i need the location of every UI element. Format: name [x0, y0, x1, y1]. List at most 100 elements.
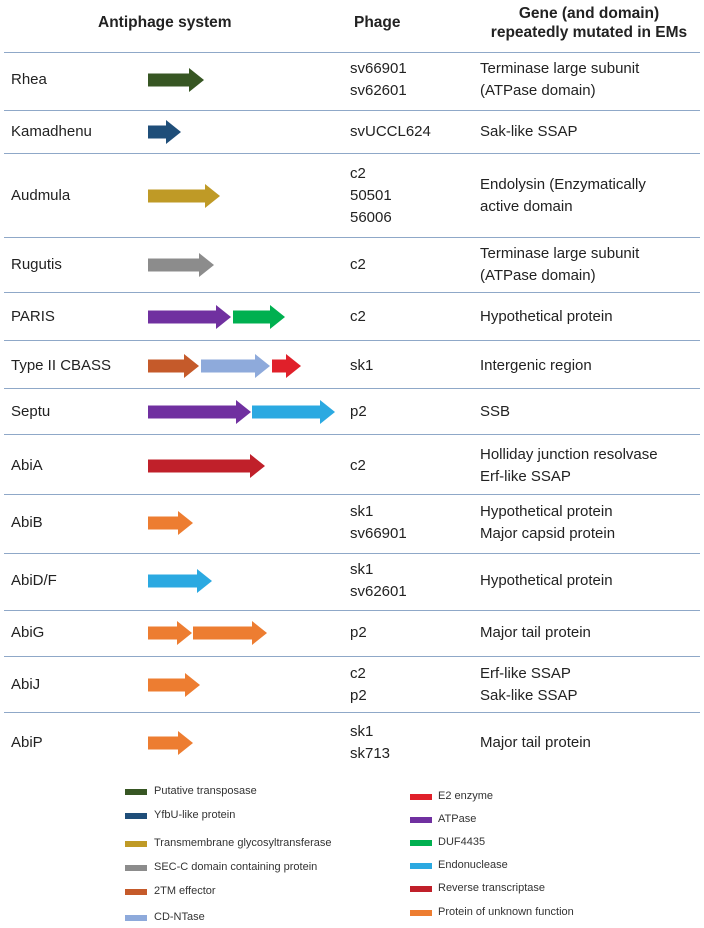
- phage-name: p2: [350, 403, 367, 420]
- system-name: Rugutis: [11, 256, 62, 273]
- system-name: Kamadhenu: [11, 123, 92, 140]
- gene-text: Major tail protein: [480, 624, 591, 641]
- yfbu-arrow: [148, 120, 181, 144]
- phage-name: sk1: [350, 357, 374, 374]
- phage-cell: sk1 sv66901: [350, 501, 407, 545]
- gene-text: Terminase large subunit: [480, 245, 640, 262]
- system-name: AbiA: [11, 457, 43, 474]
- legend-label: 2TM effector: [154, 885, 216, 897]
- phage-cell: c2 50501 56006: [350, 163, 392, 229]
- gene-cell: Major tail protein: [480, 732, 591, 754]
- phage-name: sv66901: [350, 60, 407, 77]
- phage-name: sv62601: [350, 82, 407, 99]
- gene-text: Intergenic region: [480, 357, 592, 374]
- row-divider: [4, 388, 700, 389]
- phage-cell: c2: [350, 254, 366, 276]
- row-divider: [4, 292, 700, 293]
- gene-text: Hypothetical protein: [480, 308, 613, 325]
- rt-arrow: [148, 454, 265, 478]
- atpase-arrow: [148, 400, 251, 424]
- phage-cell: sk1 sk713: [350, 721, 390, 765]
- row-divider: [4, 494, 700, 495]
- secc-arrow: [148, 253, 214, 277]
- header-phage: Phage: [354, 14, 401, 31]
- phage-cell: sv66901 sv62601: [350, 58, 407, 102]
- gene-text: Holliday junction resolvase: [480, 446, 658, 463]
- phage-name: 56006: [350, 209, 392, 226]
- gene-cell: Terminase large subunit (ATPase domain): [480, 243, 639, 287]
- duf4435-arrow: [233, 305, 285, 329]
- gene-cell: Hypothetical protein: [480, 306, 613, 328]
- unknown-arrow: [148, 673, 200, 697]
- system-name: Septu: [11, 403, 51, 420]
- tm-glyco-arrow: [148, 184, 220, 208]
- gene-text: Hypothetical protein: [480, 572, 613, 589]
- row-divider: [4, 52, 700, 53]
- system-name: Rhea: [11, 71, 47, 88]
- endonuclease-arrow: [252, 400, 335, 424]
- row-divider: [4, 656, 700, 657]
- row-divider: [4, 553, 700, 554]
- atpase-swatch: [410, 817, 432, 823]
- e2-swatch: [410, 794, 432, 800]
- phage-cell: c2: [350, 306, 366, 328]
- gene-text: Major capsid protein: [480, 525, 616, 542]
- legend-label: Reverse transcriptase: [438, 882, 545, 894]
- phage-name: c2: [350, 256, 366, 273]
- legend-label: Putative transposase: [154, 785, 257, 797]
- tm-glyco-swatch: [125, 841, 147, 847]
- unknown-arrow: [148, 511, 193, 535]
- atpase-arrow: [148, 305, 231, 329]
- phage-name: c2: [350, 665, 366, 682]
- duf4435-swatch: [410, 840, 432, 846]
- phage-cell: c2 p2: [350, 663, 367, 707]
- system-name: Audmula: [11, 187, 71, 204]
- gene-text: SSB: [480, 403, 511, 420]
- gene-arrows: [148, 68, 335, 755]
- gene-cell: Hypothetical protein Major capsid protein: [480, 501, 615, 545]
- row-divider: [4, 237, 700, 238]
- phage-cell: sk1 sv62601: [350, 559, 407, 603]
- system-name: AbiP: [11, 734, 43, 751]
- legend-label: DUF4435: [438, 836, 486, 848]
- cd-ntase-arrow: [201, 354, 270, 378]
- gene-text: Erf-like SSAP: [480, 468, 571, 485]
- legend-label: Protein of unknown function: [438, 906, 574, 918]
- system-name: Type II CBASS: [11, 357, 112, 374]
- phage-name: sv62601: [350, 583, 407, 600]
- row-divider: [4, 712, 700, 713]
- unknown-swatch: [410, 910, 432, 916]
- gene-cell: Intergenic region: [480, 355, 592, 377]
- gene-cell: Endolysin (Enzymatically active domain: [480, 174, 646, 218]
- phage-name: sk1: [350, 503, 374, 520]
- phage-name: sk1: [350, 561, 374, 578]
- row-divider: [4, 340, 700, 341]
- gene-cell: Holliday junction resolvase Erf-like SSAP: [480, 444, 658, 488]
- putative-transposase-swatch: [125, 789, 147, 795]
- putative-transposase-arrow: [148, 68, 204, 92]
- gene-cell: SSB: [480, 401, 510, 423]
- gene-text: active domain: [480, 198, 573, 215]
- legend-label: YfbU-like protein: [154, 809, 236, 821]
- legend-label: Transmembrane glycosyltransferase: [154, 837, 332, 849]
- phage-name: sv66901: [350, 525, 407, 542]
- gene-cell: Sak-like SSAP: [480, 121, 578, 143]
- cd-ntase-swatch: [125, 915, 147, 921]
- phage-name: p2: [350, 624, 367, 641]
- legend-label: Endonuclease: [438, 859, 508, 871]
- phage-cell: p2: [350, 622, 367, 644]
- gene-cell: Erf-like SSAP Sak-like SSAP: [480, 663, 578, 707]
- rt-swatch: [410, 886, 432, 892]
- row-divider: [4, 610, 700, 611]
- gene-text: Endolysin (Enzymatically: [480, 176, 646, 193]
- phage-cell: c2: [350, 455, 366, 477]
- gene-text: Sak-like SSAP: [480, 687, 578, 704]
- phage-name: svUCCL624: [350, 123, 431, 140]
- row-divider: [4, 153, 700, 154]
- tm-effector-swatch: [125, 889, 147, 895]
- phage-name: sk713: [350, 745, 391, 762]
- gene-cell: Hypothetical protein: [480, 570, 613, 592]
- gene-text: (ATPase domain): [480, 267, 596, 284]
- phage-name: 50501: [350, 187, 392, 204]
